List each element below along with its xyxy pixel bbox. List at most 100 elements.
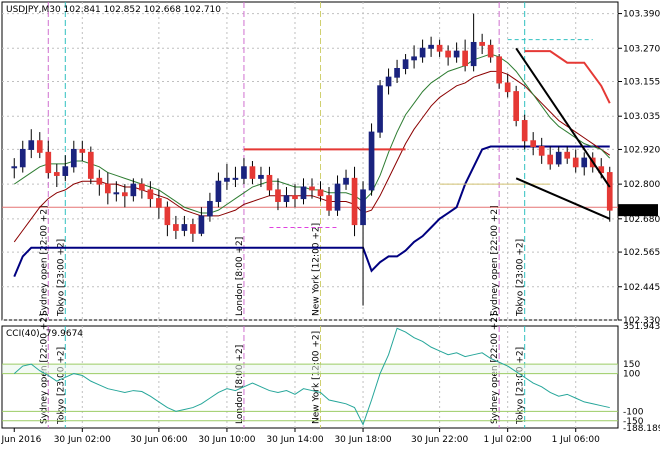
candle-body[interactable] <box>139 183 145 191</box>
trendline[interactable] <box>515 177 611 220</box>
candle-body[interactable] <box>411 56 417 61</box>
candle-body[interactable] <box>96 177 103 185</box>
time-tick-label: 30 Jun 10:00 <box>198 435 255 445</box>
candle-body[interactable] <box>130 183 137 197</box>
session-label: London [8:00 +2] <box>235 237 245 316</box>
candle-body[interactable] <box>224 177 230 182</box>
candle-body[interactable] <box>215 180 222 202</box>
candle-body[interactable] <box>266 174 273 191</box>
candle-body[interactable] <box>351 177 358 226</box>
session-label: Tokyo [23:00 +2] <box>56 239 66 317</box>
candle-body[interactable] <box>368 131 375 191</box>
candle-body[interactable] <box>113 192 120 195</box>
current-price-box <box>618 204 658 217</box>
candle-body[interactable] <box>19 148 26 168</box>
candle-body[interactable] <box>309 186 315 191</box>
price-tick-label: 102.800 <box>623 180 660 190</box>
candle-body[interactable] <box>462 50 468 67</box>
candle-body[interactable] <box>572 157 579 168</box>
session-label: Tokyo [23:00 +2] <box>516 347 526 425</box>
candle-body[interactable] <box>300 186 307 200</box>
candle-body[interactable] <box>326 195 332 211</box>
candle-body[interactable] <box>479 41 485 46</box>
candle-body[interactable] <box>292 195 298 200</box>
candle-body[interactable] <box>470 41 477 67</box>
candle-body[interactable] <box>360 189 366 226</box>
candle-body[interactable] <box>147 189 154 200</box>
candle-body[interactable] <box>343 177 349 185</box>
candle-body[interactable] <box>258 174 264 179</box>
trendline[interactable] <box>515 47 611 188</box>
session-label: Sydney open [22:00 +2] <box>39 205 49 316</box>
candle-body[interactable] <box>62 166 69 176</box>
candle-body[interactable] <box>521 120 528 142</box>
candle-body[interactable] <box>445 50 451 58</box>
price-tick-label: 103.390 <box>623 10 660 20</box>
price-tick-label: 102.680 <box>623 215 660 225</box>
candle-body[interactable] <box>104 183 111 194</box>
candle-body[interactable] <box>283 195 290 202</box>
candle-body[interactable] <box>436 44 443 52</box>
candle-body[interactable] <box>394 67 400 78</box>
candle-body[interactable] <box>173 224 179 231</box>
candle-body[interactable] <box>122 192 128 197</box>
candle-body[interactable] <box>207 200 213 217</box>
candle-body[interactable] <box>317 189 324 197</box>
candle-body[interactable] <box>79 148 86 153</box>
session-label: Tokyo [23:00 +2] <box>56 347 66 425</box>
candle-body[interactable] <box>53 172 60 176</box>
cci-tick-label: -150 <box>623 417 644 427</box>
session-label: New York [12:00 +2] <box>312 331 322 424</box>
candle-body[interactable] <box>555 151 562 165</box>
candle-body[interactable] <box>28 140 35 150</box>
candle-body[interactable] <box>606 172 613 211</box>
candle-body[interactable] <box>11 166 18 169</box>
candle-body[interactable] <box>45 151 52 174</box>
cci-pane-frame <box>1 325 619 429</box>
candle-body[interactable] <box>377 85 383 133</box>
candle-body[interactable] <box>530 140 537 148</box>
candle-body[interactable] <box>402 59 409 69</box>
price-tick-label: 102.920 <box>623 145 660 155</box>
time-tick-label: 30 Jun 02:00 <box>54 435 111 445</box>
price-tick-label: 103.035 <box>623 112 660 122</box>
candle-body[interactable] <box>487 44 494 58</box>
candle-body[interactable] <box>249 166 256 179</box>
candle-body[interactable] <box>156 198 162 208</box>
candle-body[interactable] <box>275 189 281 202</box>
candle-body[interactable] <box>496 56 502 84</box>
session-label: Sydney open [22:00 +2] <box>490 205 500 316</box>
candle-body[interactable] <box>564 151 571 159</box>
price-pane[interactable]: 103.390 103.270 103.155 103.035 102.920 102.8… <box>1 1 660 326</box>
candle-body[interactable] <box>190 224 196 234</box>
candle-body[interactable] <box>547 154 554 165</box>
candle-body[interactable] <box>428 44 434 49</box>
cci-line <box>13 327 610 426</box>
candle-body[interactable] <box>504 82 511 93</box>
candle-body[interactable] <box>198 215 205 234</box>
candle-body[interactable] <box>513 91 520 122</box>
candle-body[interactable] <box>181 224 188 231</box>
candle-body[interactable] <box>419 47 426 58</box>
candle-body[interactable] <box>232 177 239 180</box>
candle-body[interactable] <box>581 157 588 168</box>
candle-body[interactable] <box>385 76 392 87</box>
cci-pane[interactable]: Sydney open [22:00 +2]Tokyo [23:00 +2]Lo… <box>1 313 660 434</box>
candle-body[interactable] <box>334 183 341 211</box>
time-tick-label: 30 Jun 18:00 <box>334 435 391 445</box>
price-tick-label: 102.565 <box>623 248 660 258</box>
candle-body[interactable] <box>241 166 247 179</box>
candle-body[interactable] <box>70 148 77 168</box>
candle-body[interactable] <box>87 151 94 179</box>
cci-tick-label: 100 <box>623 370 640 380</box>
candle-body[interactable] <box>164 206 171 226</box>
cci-upper-band <box>2 364 618 374</box>
time-tick-label: 30 Jun 06:00 <box>130 435 187 445</box>
candle-body[interactable] <box>538 146 545 156</box>
candle-body[interactable] <box>453 50 460 58</box>
candle-body[interactable] <box>36 140 43 153</box>
chart-header: USDJPY,M30 102.841 102.852 102.668 102.7… <box>6 5 221 15</box>
price-tick-label: 102.445 <box>623 283 660 293</box>
price-tick-label: 103.270 <box>623 44 660 54</box>
